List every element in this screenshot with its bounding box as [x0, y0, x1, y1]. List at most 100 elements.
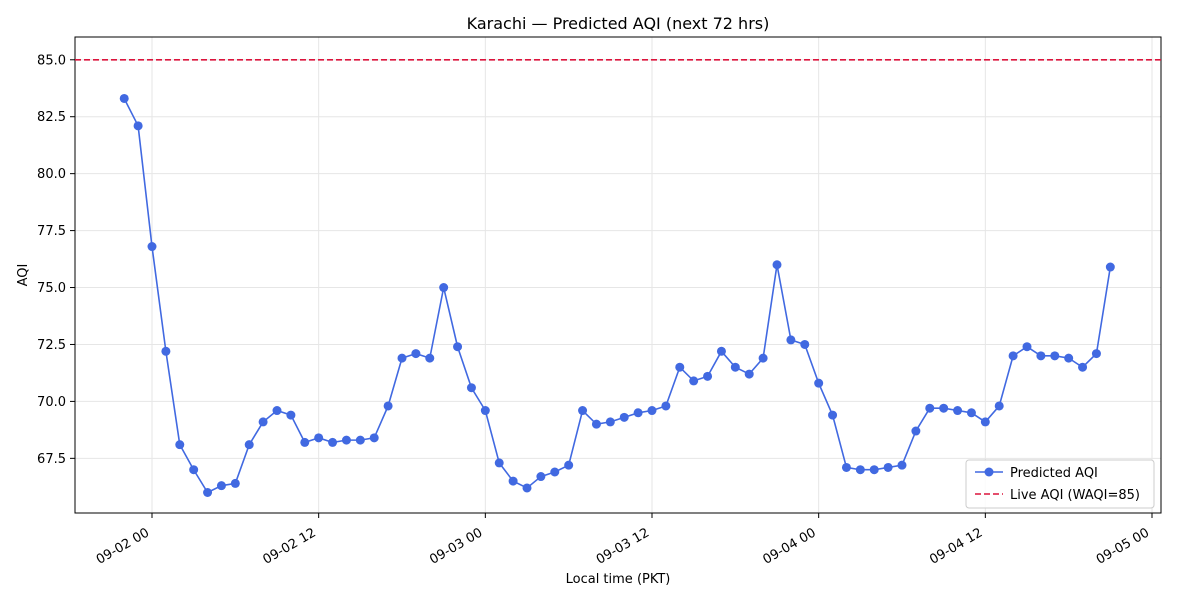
predicted-aqi-point	[883, 462, 893, 472]
predicted-aqi-point	[591, 419, 601, 429]
predicted-aqi-point	[203, 488, 213, 497]
predicted-aqi-point	[730, 362, 740, 372]
y-tick-label: 75.0	[37, 281, 66, 296]
predicted-aqi-point	[605, 417, 615, 427]
predicted-aqi-point	[841, 462, 851, 472]
predicted-aqi-point	[953, 406, 963, 416]
predicted-aqi-point	[855, 465, 865, 475]
predicted-aqi-point	[119, 93, 129, 103]
predicted-aqi-point	[453, 342, 463, 352]
x-tick-label: 09-05 00	[1094, 525, 1152, 567]
predicted-aqi-point	[675, 362, 685, 372]
predicted-aqi-point	[633, 408, 643, 418]
x-axis: 09-02 00 09-02 12 09-03 00 09-03 12 09-04 00…	[94, 513, 1153, 568]
predicted-aqi-point	[661, 401, 671, 411]
x-tick-label: 09-02 00	[94, 525, 152, 567]
predicted-aqi-point	[300, 437, 310, 447]
predicted-aqi-point	[966, 408, 976, 418]
plot-frame	[74, 36, 1162, 514]
predicted-aqi-point	[550, 467, 560, 477]
predicted-aqi-point	[869, 465, 879, 475]
x-tick-label: 09-04 12	[927, 525, 985, 567]
predicted-aqi-point	[314, 433, 324, 443]
predicted-aqi-point	[689, 376, 699, 386]
y-tick-label: 67.5	[37, 452, 66, 467]
predicted-aqi-point	[925, 403, 935, 413]
predicted-aqi-line	[123, 98, 1112, 494]
y-tick-label: 85.0	[37, 53, 66, 68]
series-layer	[75, 58, 1161, 497]
predicted-aqi-point	[703, 371, 713, 381]
predicted-aqi-point	[1105, 262, 1115, 272]
legend-predicted-label: Predicted AQI	[1010, 466, 1098, 481]
predicted-aqi-point	[383, 401, 393, 411]
y-tick-label: 82.5	[37, 110, 66, 125]
x-tick-label: 09-03 00	[427, 525, 485, 567]
predicted-aqi-point	[480, 406, 490, 416]
predicted-aqi-point	[189, 465, 199, 475]
predicted-aqi-point	[772, 260, 782, 270]
predicted-aqi-point	[411, 349, 421, 359]
predicted-aqi-point	[175, 440, 185, 450]
x-axis-label: Local time (PKT)	[566, 572, 671, 587]
predicted-aqi-point	[328, 437, 338, 447]
predicted-aqi-point	[744, 369, 754, 379]
predicted-aqi-point	[619, 412, 629, 422]
x-tick-label: 09-02 12	[261, 525, 319, 567]
predicted-aqi-point	[1022, 342, 1032, 352]
predicted-aqi-point	[466, 383, 476, 393]
x-tick-label: 09-04 00	[761, 525, 819, 567]
legend: Predicted AQI Live AQI (WAQI=85)	[965, 459, 1155, 509]
predicted-aqi-point	[258, 417, 268, 427]
predicted-aqi-point	[980, 417, 990, 427]
predicted-aqi-point	[786, 335, 796, 345]
legend-box	[965, 459, 1155, 509]
x-tick-label: 09-03 12	[594, 525, 652, 567]
predicted-aqi-point	[439, 283, 449, 293]
predicted-aqi-point	[1064, 353, 1074, 363]
predicted-aqi-point	[897, 460, 907, 470]
y-tick-label: 70.0	[37, 395, 66, 410]
predicted-aqi-point	[494, 458, 504, 468]
predicted-aqi-point	[564, 460, 574, 470]
predicted-aqi-point	[1091, 349, 1101, 359]
predicted-aqi-point	[397, 353, 407, 363]
predicted-aqi-point	[147, 242, 157, 252]
y-tick-label: 80.0	[37, 167, 66, 182]
predicted-aqi-point	[216, 481, 226, 491]
predicted-aqi-point	[939, 403, 949, 413]
predicted-aqi-point	[272, 406, 282, 416]
predicted-aqi-point	[425, 353, 435, 363]
predicted-aqi-point	[286, 410, 296, 420]
y-axis: 67.5 70.0 72.5 75.0 77.5 80.0 82.5 85.0	[37, 53, 75, 467]
predicted-aqi-point	[647, 406, 657, 416]
predicted-aqi-point	[1078, 362, 1088, 372]
predicted-aqi-point	[230, 478, 240, 488]
chart-title: Karachi — Predicted AQI (next 72 hrs)	[467, 14, 770, 33]
predicted-aqi-point	[994, 401, 1004, 411]
predicted-aqi-point	[161, 346, 171, 356]
predicted-aqi-point	[814, 378, 824, 388]
predicted-aqi-point	[508, 476, 518, 486]
predicted-aqi-point	[716, 346, 726, 356]
y-axis-label: AQI	[16, 264, 31, 287]
predicted-aqi-point	[244, 440, 254, 450]
predicted-aqi-point	[1036, 351, 1046, 361]
predicted-aqi-point	[355, 435, 365, 445]
predicted-aqi-point	[578, 406, 588, 416]
predicted-aqi-point	[369, 433, 379, 443]
y-tick-label: 72.5	[37, 338, 66, 353]
predicted-aqi-point	[341, 435, 351, 445]
legend-predicted-marker	[984, 467, 994, 477]
predicted-aqi-point	[133, 121, 143, 131]
predicted-aqi-point	[1050, 351, 1060, 361]
predicted-aqi-point	[536, 472, 546, 482]
predicted-aqi-point	[911, 426, 921, 436]
predicted-aqi-point	[1008, 351, 1018, 361]
predicted-aqi-point	[800, 339, 810, 349]
legend-live-label: Live AQI (WAQI=85)	[1010, 488, 1140, 503]
y-tick-label: 77.5	[37, 224, 66, 239]
predicted-aqi-point	[522, 483, 532, 493]
predicted-aqi-point	[758, 353, 768, 363]
